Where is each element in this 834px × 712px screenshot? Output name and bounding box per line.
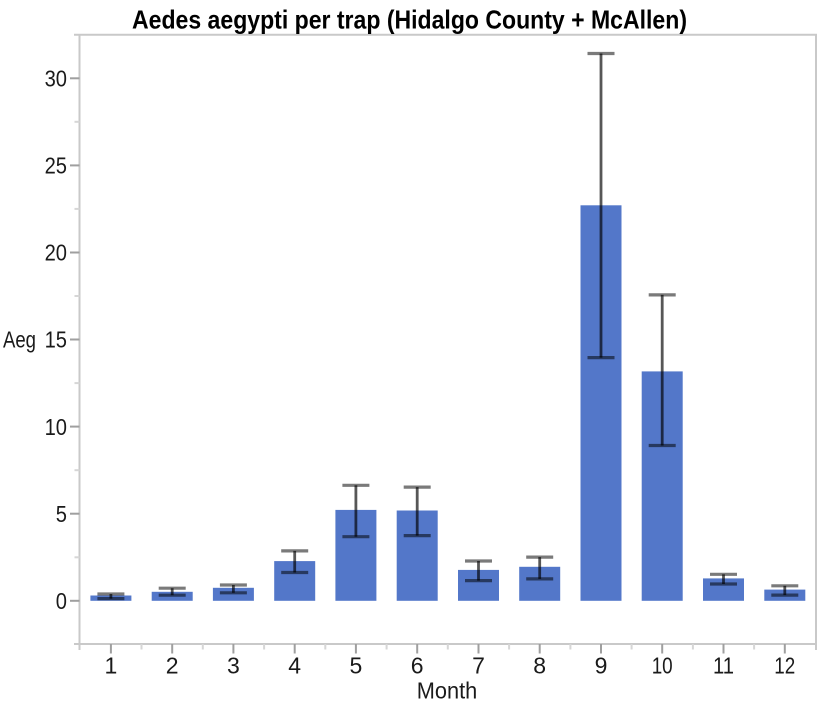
svg-text:4: 4 xyxy=(288,653,301,679)
svg-text:5: 5 xyxy=(350,653,363,679)
svg-text:6: 6 xyxy=(411,653,424,679)
svg-text:7: 7 xyxy=(472,653,485,679)
svg-text:2: 2 xyxy=(166,653,179,679)
svg-text:15: 15 xyxy=(45,327,67,353)
svg-text:25: 25 xyxy=(45,153,67,179)
svg-text:8: 8 xyxy=(533,653,546,679)
svg-text:Month: Month xyxy=(417,678,478,704)
svg-text:0: 0 xyxy=(56,588,67,614)
svg-text:30: 30 xyxy=(45,66,67,92)
svg-text:12: 12 xyxy=(774,653,795,679)
svg-text:20: 20 xyxy=(45,240,67,266)
svg-text:5: 5 xyxy=(56,501,67,527)
svg-text:9: 9 xyxy=(595,653,608,679)
svg-text:11: 11 xyxy=(713,653,734,679)
svg-text:3: 3 xyxy=(227,653,240,679)
svg-text:10: 10 xyxy=(652,653,673,679)
svg-text:Aedes aegypti per trap (Hidalg: Aedes aegypti per trap (Hidalgo County +… xyxy=(132,5,687,35)
svg-text:10: 10 xyxy=(45,414,67,440)
svg-text:Aeg: Aeg xyxy=(3,327,36,353)
svg-text:1: 1 xyxy=(105,653,118,679)
